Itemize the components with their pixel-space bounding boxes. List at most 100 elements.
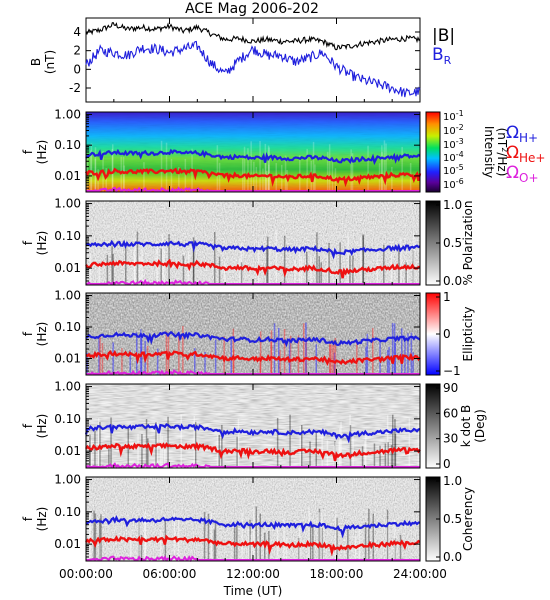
spectrogram-streak: [398, 247, 400, 285]
x-tick-label: 12:00:00: [226, 567, 280, 581]
spectrogram-streak: [108, 446, 110, 468]
spectrogram-streak: [268, 147, 270, 192]
spectrogram-ylabel: f: [21, 240, 35, 245]
cb-tick-5: 10-5: [443, 163, 464, 177]
spectrogram-streak: [339, 242, 341, 285]
intensity-colorbar-label: Intensity: [482, 126, 496, 178]
spectrogram-ytick-label: 1.00: [54, 288, 81, 302]
panel-1-ytick-label: -2: [69, 81, 81, 95]
spectrogram-streak: [366, 333, 369, 375]
spectrogram-streak: [392, 414, 394, 468]
spectrogram-streak: [218, 162, 221, 192]
spectrogram-ytick-label: 0.10: [54, 505, 81, 519]
spectrogram-streak: [262, 168, 264, 192]
spectrogram-streak: [266, 245, 268, 285]
spectrogram-streak: [303, 323, 305, 375]
spectrogram-streak: [386, 519, 388, 561]
spectrogram-streak: [386, 415, 389, 468]
legend-b-radial-subscript: R: [444, 54, 452, 67]
spectrogram-streak: [89, 254, 92, 285]
spectrogram-streak: [356, 340, 358, 375]
spectrogram-streak: [141, 434, 143, 468]
colorbar-1: [425, 111, 441, 193]
cb-tick-4: 10-4: [443, 150, 464, 164]
spectrogram-streak: [283, 329, 286, 375]
spectrogram-streak: [281, 164, 283, 192]
spectrogram-yunit: (Hz): [35, 140, 49, 165]
ellipticity-colorbar-label: Ellipticity: [461, 307, 475, 362]
spectrogram-streak: [401, 146, 403, 192]
cb-tick-3: 10-3: [443, 137, 464, 151]
spectrogram-streak: [335, 514, 337, 561]
spectrogram-overlay-4: 1.00 0.10 0.01 f (Hz) 90 60 30 0: [21, 380, 458, 471]
spectrogram-streak: [213, 529, 216, 561]
spectrogram-streak: [216, 145, 219, 192]
spectrogram-streak: [394, 538, 396, 561]
spectrogram-streak: [372, 513, 374, 561]
spectrogram-streak: [249, 519, 251, 561]
spectrogram-streak: [351, 153, 354, 192]
spectrogram-streak: [286, 170, 288, 192]
spectrogram-streak: [111, 148, 114, 192]
gyrofrequency-line-h-plus: [85, 148, 421, 166]
spectrogram-streak: [309, 441, 311, 468]
legend-b-radial-letter: B: [432, 45, 444, 65]
spectrogram-streak: [387, 519, 390, 561]
gyrofrequency-legend: ΩH+ ΩHe+ ΩO+: [506, 123, 545, 185]
spectrogram-streak: [339, 428, 341, 468]
intensity-colorbar-ticks: 10-1 10-2 10-3 10-4 10-5 10-6: [443, 109, 464, 191]
spectrogram-streak: [133, 252, 135, 285]
spectrogram-streak: [94, 147, 97, 192]
spectrogram-ytick-label: 0.01: [54, 261, 81, 275]
spectrogram-streak: [405, 262, 407, 285]
spectrogram-streak: [255, 506, 257, 561]
spectrogram-streak: [230, 336, 232, 375]
spectrogram-streak: [289, 335, 292, 375]
spectrogram-streak: [384, 443, 387, 468]
spectrogram-streak: [383, 140, 386, 192]
b-magnitude-series-line: [85, 22, 421, 51]
spectrogram-streak: [86, 352, 88, 375]
spectrogram-streak: [90, 143, 93, 192]
spectrogram-streak: [352, 261, 355, 285]
spectrogram-streak: [144, 511, 146, 561]
spectrogram-streak: [331, 159, 334, 192]
spectrogram-streak: [259, 331, 262, 375]
spectrogram-streak: [316, 232, 318, 285]
spectrogram-streak: [243, 146, 246, 192]
spectrogram-ytick-label: 0.01: [54, 537, 81, 551]
spectrogram-streak: [419, 232, 422, 285]
spectrogram-streak: [239, 258, 241, 285]
spectrogram-streak: [364, 522, 367, 561]
spectrogram-streak: [161, 435, 163, 468]
x-tick-label: 00:00:00: [59, 567, 113, 581]
spectrogram-streak: [159, 530, 162, 561]
spectrogram-streak: [329, 341, 331, 375]
spectrogram-streak: [386, 349, 389, 375]
spectrogram-streak: [146, 345, 149, 375]
spectrogram-streak: [279, 350, 281, 375]
spectrogram-streak: [385, 143, 387, 192]
spectrogram-streak: [156, 348, 159, 375]
spectrogram-streak: [283, 518, 285, 561]
spectrogram-streak: [394, 519, 396, 561]
legend-he-plus: ΩHe+: [506, 143, 545, 165]
spectrogram-streak: [268, 164, 270, 192]
spectrogram-streak: [237, 418, 240, 468]
spectrogram-streak: [255, 166, 258, 192]
spectrogram-streak: [236, 436, 238, 468]
legend-b-radial: BR: [432, 45, 452, 67]
spectrogram-streak: [130, 535, 132, 561]
spectrogram-streak: [214, 232, 216, 285]
spectrogram-streak: [298, 537, 300, 561]
coherency-colorbar-label: Coherency: [461, 487, 475, 551]
colorbar-tick-label: 1.0: [443, 474, 462, 488]
spectrogram-streak: [182, 326, 184, 375]
colorbar-tick-label: 30: [443, 432, 458, 446]
spectrogram-streak: [218, 256, 221, 285]
spectrogram-streak: [94, 513, 97, 561]
spectrogram-ytick-label: 1.00: [54, 107, 81, 121]
spectrogram-streak: [297, 335, 300, 375]
spectrogram-streak: [223, 336, 225, 375]
spectrogram-streak: [259, 513, 261, 561]
